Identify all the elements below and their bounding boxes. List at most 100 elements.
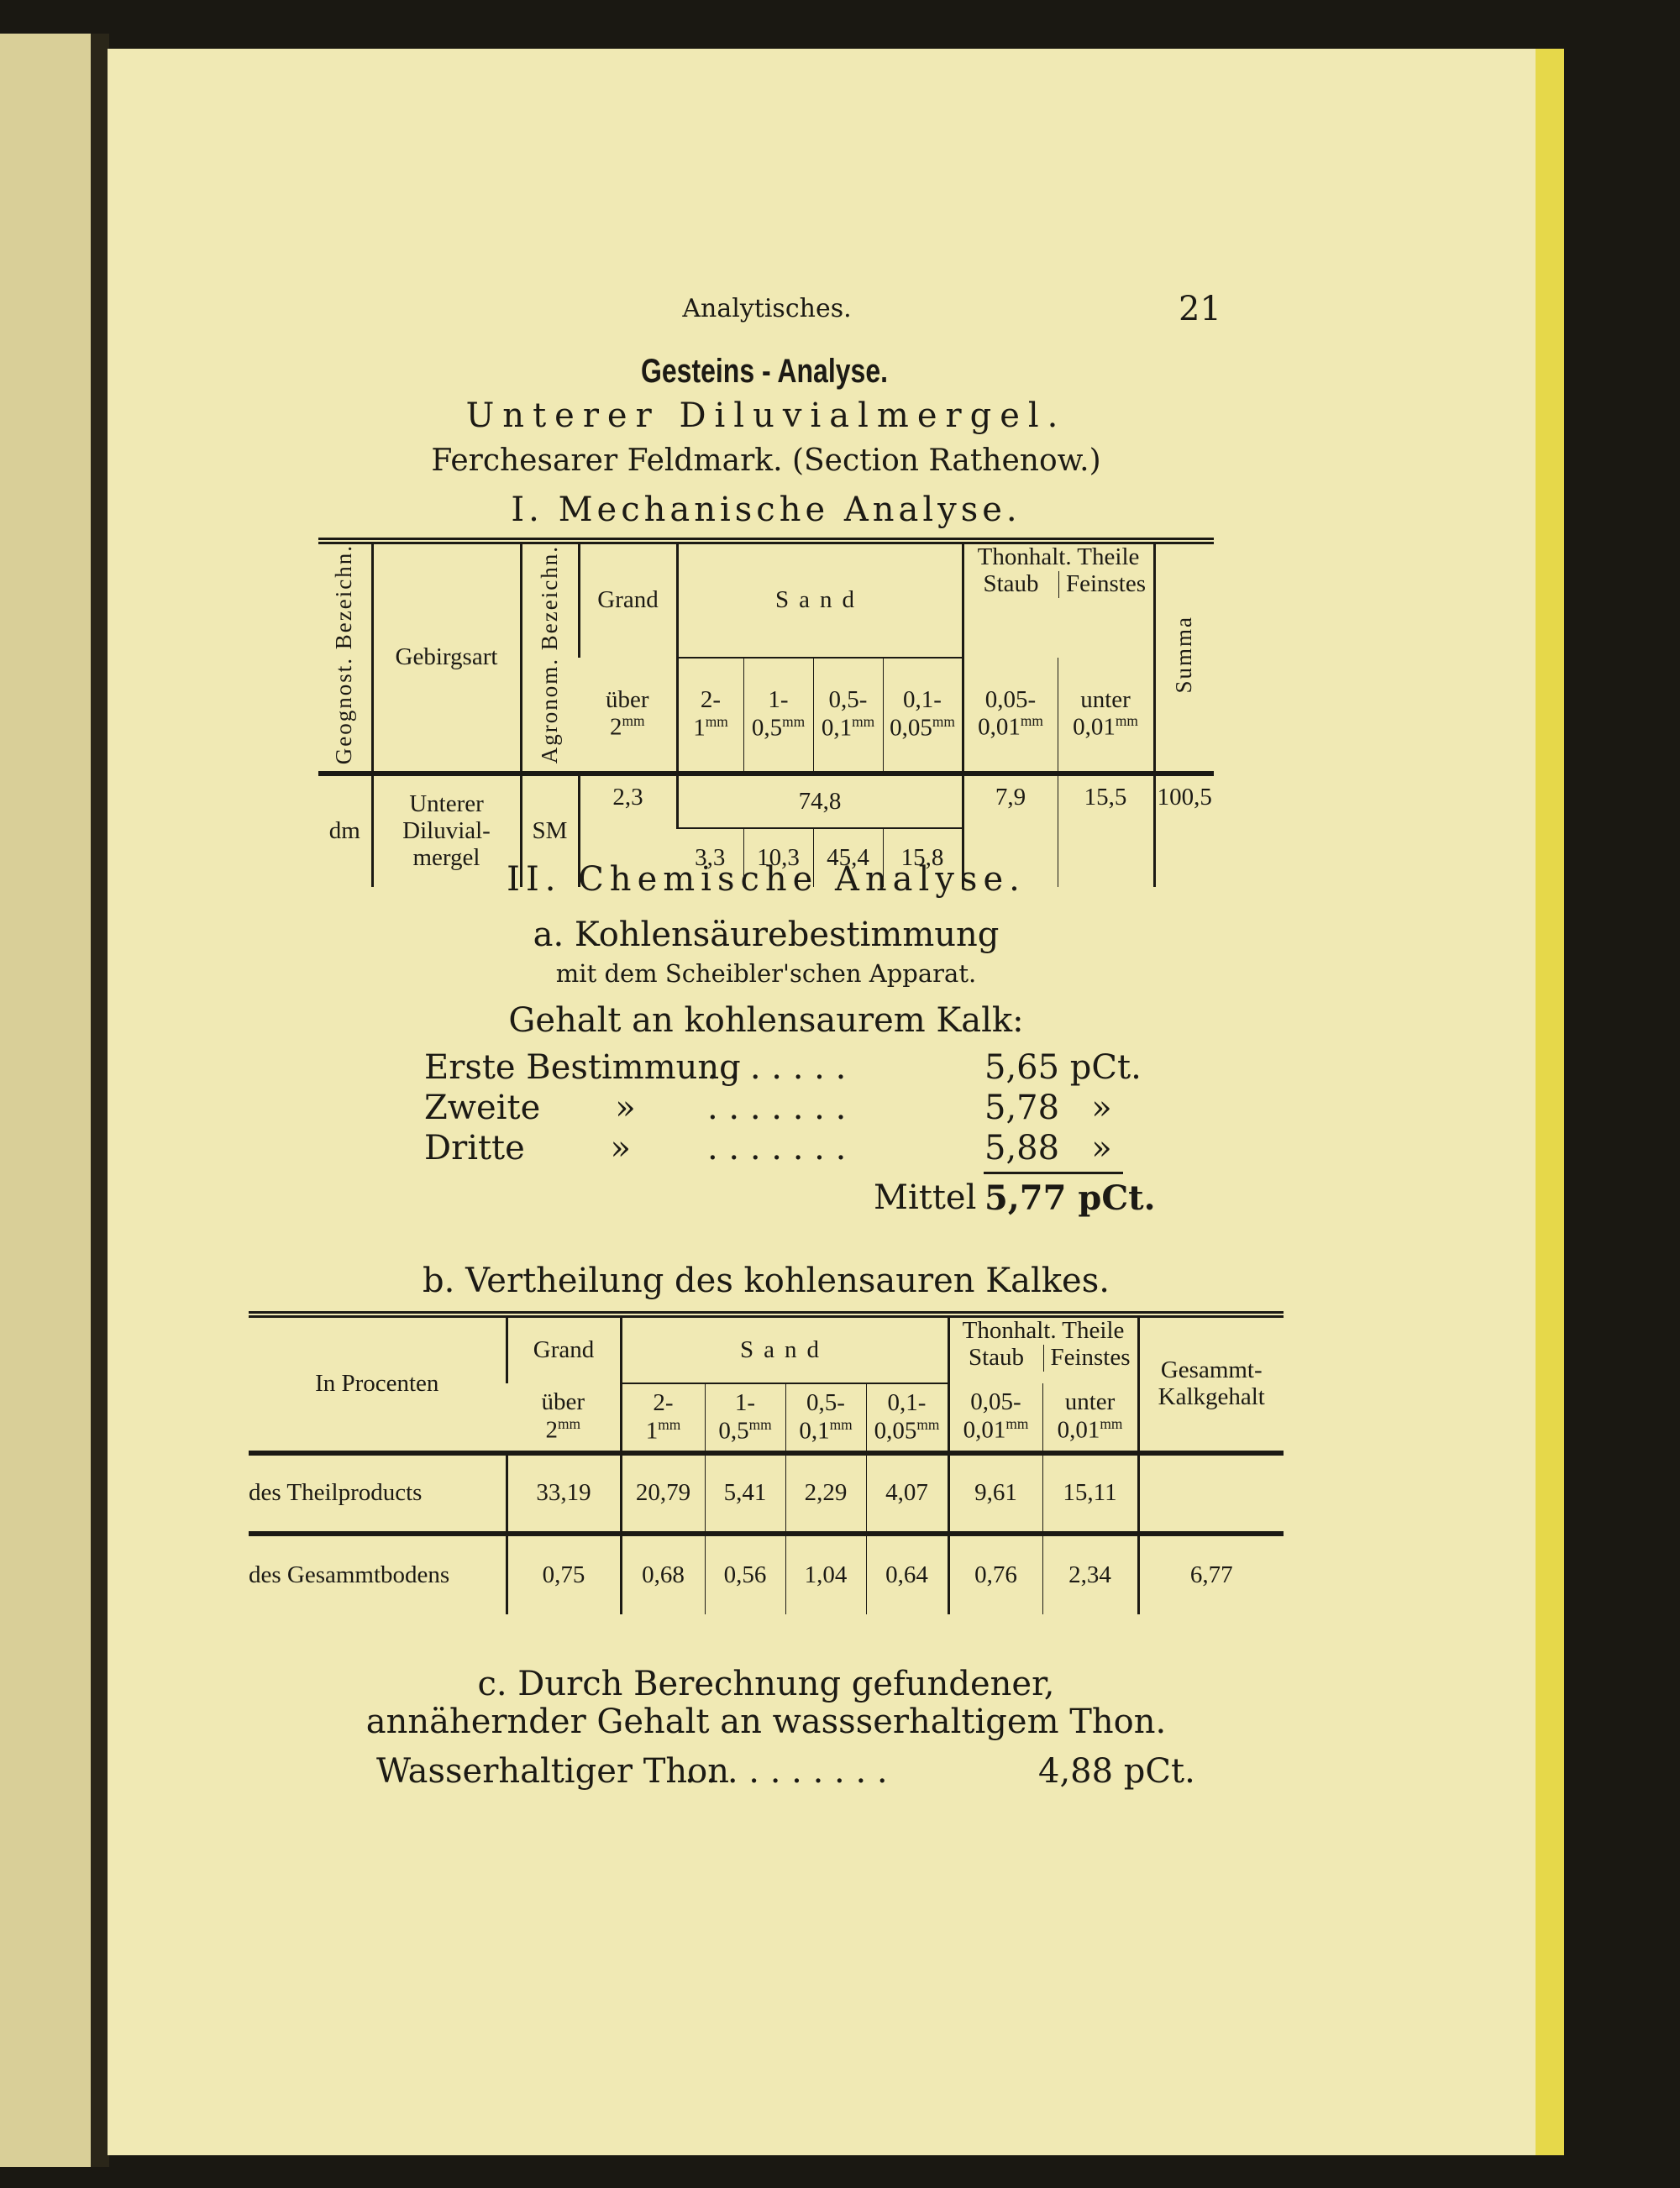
sand-col-1-size: 1 [645, 1417, 659, 1445]
feinstes-size-2: 0,01 [1057, 1416, 1100, 1444]
cell: 15,11 [1042, 1453, 1138, 1534]
unit: mm [658, 1415, 681, 1433]
thon-label: Wasserhaltiger Thon [376, 1752, 729, 1791]
row-label-1: Erste Bestimmung [424, 1048, 741, 1087]
sand-col-4-size: 0,05 [874, 1417, 917, 1445]
cell: 20,79 [619, 1453, 705, 1534]
grand-sub: über [541, 1388, 585, 1416]
thon-dots: . . . . . . . . . . [685, 1752, 888, 1791]
grand-sub: über [605, 685, 649, 713]
header-staub: Staub [983, 569, 1039, 597]
section2-heading: II. Chemische Analyse. [507, 860, 1026, 899]
gehalt-heading: Gehalt an kohlensaurem Kalk: [508, 1001, 1024, 1040]
cell [1137, 1453, 1284, 1534]
sand-col-1: 2- [700, 686, 722, 714]
cell-summa: 100,5 [1152, 774, 1214, 888]
cell: 2,34 [1042, 1534, 1138, 1614]
header-sand: Sand [619, 1314, 948, 1384]
running-title: Analytisches. [682, 294, 852, 323]
sand-col-2-size: 0,5 [718, 1417, 749, 1445]
cell-agronom: SM [519, 774, 579, 888]
header-thon: Thonhalt. Theile [977, 543, 1140, 570]
cell-geognost: dm [328, 817, 360, 845]
mittel-value: 5,77 pCt. [984, 1178, 1156, 1218]
location: Ferchesarer Feldmark. (Section Rathenow.… [431, 443, 1101, 478]
header-summa: Summa [1171, 615, 1197, 694]
unit: mm [557, 1415, 581, 1433]
header-grand: Grand [505, 1314, 621, 1383]
unit: mm [1100, 1415, 1123, 1433]
header-gesammt-kalkgehalt: Gesammt- Kalkgehalt [1137, 1314, 1284, 1456]
thon-value: 4,88 pCt. [1038, 1752, 1195, 1791]
sand-col-4: 0,1- [887, 1388, 927, 1416]
unit: mm [622, 712, 645, 730]
b-heading: b. Vertheilung des kohlensauren Kalkes. [423, 1262, 1110, 1300]
sand-col-4-size: 0,05 [890, 714, 932, 742]
subtitle: Unterer Diluvialmergel. [465, 396, 1067, 435]
left-page-edge [0, 34, 92, 2167]
unit: mm [852, 712, 875, 730]
feinstes-size: unter [1064, 1388, 1116, 1416]
cell: 5,41 [704, 1453, 785, 1534]
cell: 0,76 [947, 1534, 1042, 1614]
row-label: des Theilproducts [249, 1479, 423, 1507]
header-sand: Sand [675, 541, 963, 658]
cell-sand-total: 74,8 [675, 774, 963, 830]
mechanical-analysis-table: Geognost. Bezeichn. Gebirgsart Agronom. … [318, 538, 1214, 888]
grand-size: 2 [609, 714, 622, 742]
row-dots-2: . . . . . . . [707, 1089, 847, 1127]
sand-col-3-size: 0,1 [821, 714, 853, 742]
header-grand: Grand [577, 541, 677, 658]
page-title: Gesteins - Analyse. [640, 353, 889, 390]
staub-size-2: 0,01 [978, 714, 1021, 742]
cell-staub: 7,9 [961, 774, 1058, 888]
header-geognost: Geognost. Bezeichn. [331, 544, 357, 765]
table-row: des Gesammtbodens 0,75 0,68 0,56 1,04 0,… [249, 1534, 1284, 1614]
staub-size: 0,05- [970, 1388, 1021, 1416]
sand-col-3-size: 0,1 [799, 1417, 830, 1445]
header-feinstes: Feinstes [1042, 1344, 1137, 1372]
row-value-3: 5,88 » [984, 1129, 1112, 1167]
header-thon: Thonhalt. Theile [962, 1317, 1125, 1344]
cell: 9,61 [947, 1453, 1042, 1534]
row-value-2: 5,78 » [984, 1089, 1112, 1127]
feinstes-size: unter [1080, 685, 1131, 713]
unit: mm [1020, 712, 1043, 730]
unit: mm [916, 1415, 940, 1433]
cell-feinstes: 15,5 [1057, 774, 1154, 888]
row-dots-3: . . . . . . . [707, 1129, 847, 1167]
unit: mm [1005, 1415, 1029, 1433]
cell: 0,75 [505, 1534, 621, 1614]
a-heading: a. Kohlensäurebestimmung [533, 916, 1000, 954]
sand-col-3: 0,5- [828, 686, 868, 714]
header-gebirgsart: Gebirgsart [370, 541, 521, 777]
unit: mm [705, 712, 728, 730]
carbonate-distribution-table: In Procenten Grand Sand Thonhalt. Theile… [249, 1311, 1284, 1614]
page [108, 49, 1536, 2155]
cell: 2,29 [785, 1453, 866, 1534]
mittel-label: Mittel [874, 1178, 977, 1217]
header-agronom: Agronom. Bezeichn. [536, 545, 562, 764]
page-number: 21 [1179, 290, 1221, 328]
unit: mm [782, 712, 806, 730]
header-in-procenten: In Procenten [249, 1314, 507, 1456]
header-staub: Staub [968, 1343, 1025, 1371]
unit: mm [1115, 712, 1138, 730]
sand-col-3: 0,5- [806, 1388, 845, 1416]
row-label: des Gesammtbodens [249, 1561, 450, 1588]
page-edge [1536, 49, 1564, 2155]
cell: 0,56 [704, 1534, 785, 1614]
table-row: des Theilproducts 33,19 20,79 5,41 2,29 … [249, 1453, 1284, 1534]
c-heading-2: annähernder Gehalt an wassserhaltigem Th… [365, 1703, 1167, 1741]
staub-size-2: 0,01 [963, 1416, 1006, 1444]
c-heading-1: c. Durch Berechnung gefundener, [477, 1665, 1055, 1703]
cell: 6,77 [1137, 1534, 1284, 1614]
cell-gebirgsart: Unterer Diluvial- mergel [370, 774, 521, 888]
cell: 1,04 [785, 1534, 866, 1614]
cell: 0,68 [619, 1534, 705, 1614]
cell-sand-2: 10,3 [743, 828, 813, 888]
a-subheading: mit dem Scheibler'schen Apparat. [555, 959, 977, 988]
sum-rule [984, 1172, 1123, 1174]
section1-heading: I. Mechanische Analyse. [511, 491, 1021, 529]
row-label-3: Dritte » [424, 1129, 631, 1167]
